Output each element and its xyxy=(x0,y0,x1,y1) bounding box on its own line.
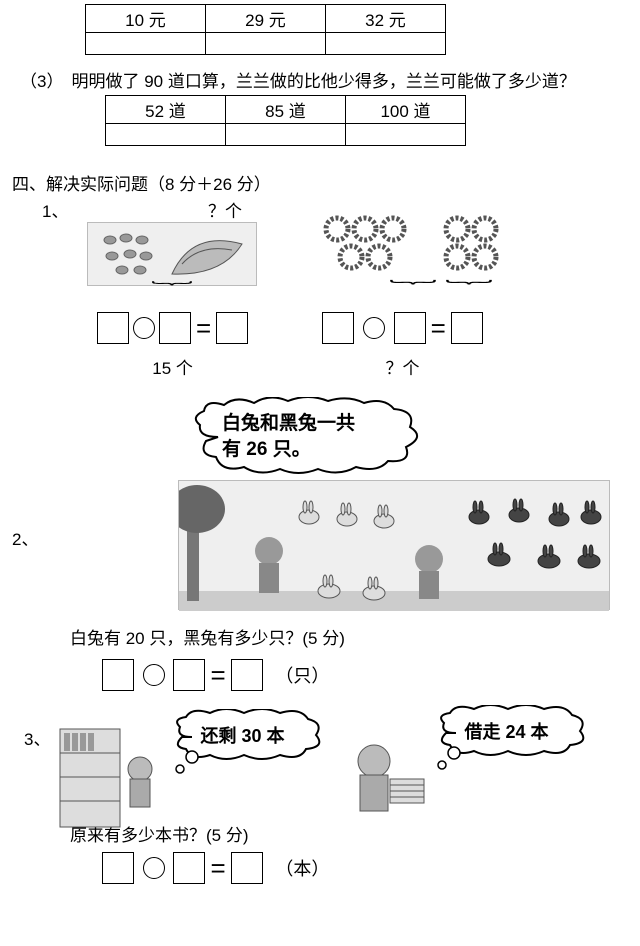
p1-right-caption: ？个 xyxy=(320,354,485,379)
p1-left-equation: = xyxy=(95,312,250,344)
eq-box[interactable] xyxy=(102,659,134,691)
q3-table: 52 道 85 道 100 道 xyxy=(105,95,466,146)
p1-number: 1、 xyxy=(42,197,72,294)
p2-unit: （只） xyxy=(275,666,329,686)
p2-number: 2、 xyxy=(12,525,38,550)
top-table-r2c2[interactable] xyxy=(206,33,326,55)
top-table-r2c3[interactable] xyxy=(326,33,446,55)
bookshelf-icon xyxy=(54,723,164,833)
q3-table-r2c1[interactable] xyxy=(106,124,226,146)
brace-left: ︸ xyxy=(72,287,272,291)
top-table-r1c1[interactable]: 10 元 xyxy=(86,5,206,33)
p2-question: 白兔有 20 只，黑兔有多少只？(5 分) xyxy=(70,624,640,649)
eq-sign: = xyxy=(196,313,211,344)
eq-box[interactable] xyxy=(159,312,191,344)
eq-box[interactable] xyxy=(322,312,354,344)
q3-table-r1c1[interactable]: 52 道 xyxy=(106,96,226,124)
p2-bubble-l1: 白兔和黑兔一共 xyxy=(222,411,640,437)
eq-box[interactable] xyxy=(102,852,134,884)
eq-sign: = xyxy=(210,660,225,691)
section4-heading: 四、解决实际问题（8 分＋26 分） xyxy=(12,170,640,195)
q3-table-r2c2[interactable] xyxy=(226,124,346,146)
eq-box[interactable] xyxy=(394,312,426,344)
eq-box[interactable] xyxy=(231,659,263,691)
eq-box[interactable] xyxy=(216,312,248,344)
p2-scene-illustration xyxy=(178,480,610,610)
eq-box[interactable] xyxy=(173,852,205,884)
p3-unit: （本） xyxy=(275,859,329,879)
op-circle[interactable] xyxy=(133,317,155,339)
brace-right: ︸ ︸ xyxy=(312,287,562,291)
op-circle[interactable] xyxy=(143,664,165,686)
p3-bubble-right-text: 借走 24 本 xyxy=(464,718,548,744)
eq-box[interactable] xyxy=(97,312,129,344)
p2-equation: = （只） xyxy=(100,659,640,691)
eq-box[interactable] xyxy=(173,659,205,691)
eq-box[interactable] xyxy=(231,852,263,884)
q3-table-r1c3[interactable]: 100 道 xyxy=(346,96,466,124)
p1-left-q: ？个 xyxy=(72,197,272,222)
q3-table-r2c3[interactable] xyxy=(346,124,466,146)
p1-right-equation: = xyxy=(320,312,485,344)
op-circle[interactable] xyxy=(143,857,165,879)
p1-right-illustration xyxy=(312,215,552,286)
top-table-r1c2[interactable]: 29 元 xyxy=(206,5,326,33)
p3-number: 3、 xyxy=(24,725,50,750)
p3-equation: = （本） xyxy=(100,852,640,884)
p1-left-illustration xyxy=(87,222,257,286)
eq-sign: = xyxy=(431,313,446,344)
p2-bubble-l2: 有 26 只。 xyxy=(222,437,640,463)
eq-box[interactable] xyxy=(451,312,483,344)
top-table-r1c3[interactable]: 32 元 xyxy=(326,5,446,33)
top-table: 10 元 29 元 32 元 xyxy=(85,4,446,55)
q3-text: 明明做了 90 道口算，兰兰做的比他少得多，兰兰可能做了多少道？ xyxy=(71,67,575,92)
q3-table-r1c2[interactable]: 85 道 xyxy=(226,96,346,124)
q3-number: （3） xyxy=(20,67,63,92)
op-circle[interactable] xyxy=(363,317,385,339)
eq-sign: = xyxy=(210,853,225,884)
p1-left-caption: 15 个 xyxy=(95,354,250,379)
p3-bubble-left-text: 还剩 30 本 xyxy=(200,722,284,748)
top-table-r2c1[interactable] xyxy=(86,33,206,55)
p2-bubble: 白兔和黑兔一共 有 26 只。 xyxy=(200,403,640,462)
